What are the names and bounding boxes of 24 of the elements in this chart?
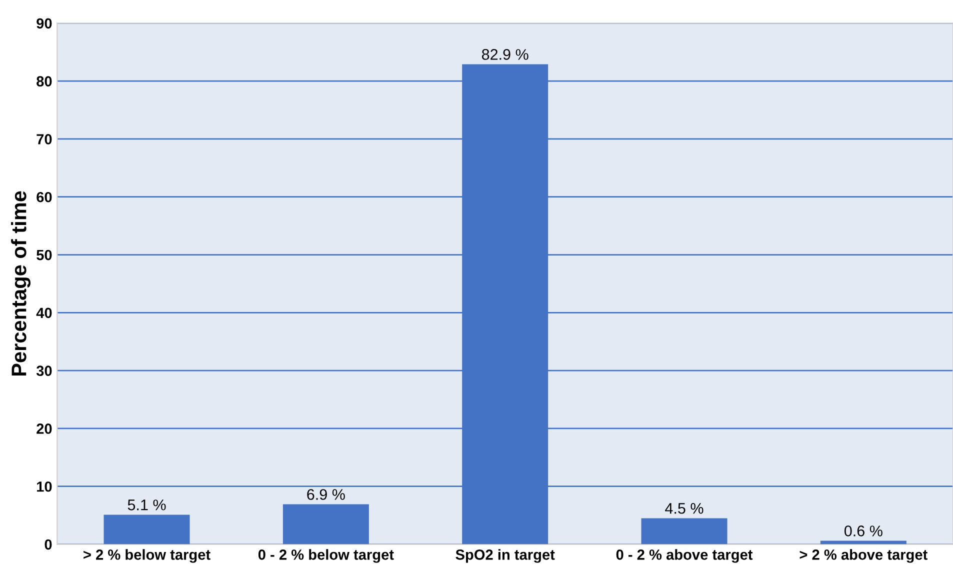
y-tick-label: 50 [36, 250, 52, 260]
x-tick-label: SpO2 in target [456, 549, 555, 563]
y-tick-label: 60 [36, 192, 52, 202]
y-tick-label: 80 [36, 76, 52, 86]
data-label: 0.6 % [844, 526, 882, 536]
bar [641, 518, 728, 544]
bar [104, 514, 190, 544]
x-tick-label: > 2 % below target [84, 549, 210, 563]
y-tick-label: 0 [44, 539, 52, 550]
y-tick-label: 90 [36, 18, 52, 29]
x-tick-label: 0 - 2 % below target [258, 549, 394, 563]
y-tick-label: 40 [36, 308, 52, 318]
x-tick-label: > 2 % above target [800, 549, 928, 563]
data-label: 5.1 % [128, 500, 166, 510]
data-label: 4.5 % [665, 503, 704, 514]
bar [282, 504, 369, 544]
y-tick-label: 10 [37, 481, 52, 492]
y-axis-title: Percentage of time [11, 191, 31, 376]
y-tick-label: 70 [36, 134, 52, 144]
y-tick-label: 20 [36, 424, 52, 434]
data-label: 6.9 % [307, 489, 345, 500]
x-tick-label: 0 - 2 % above target [616, 549, 753, 563]
y-tick-label: 30 [36, 366, 52, 376]
data-label: 82.9 % [482, 49, 528, 60]
